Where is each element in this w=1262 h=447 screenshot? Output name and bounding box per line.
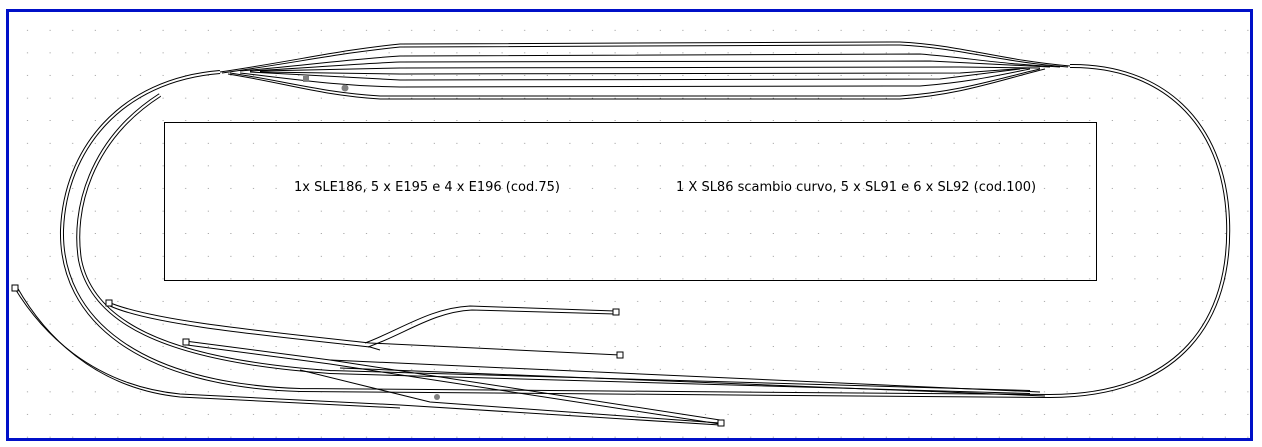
- module-label-right: 1 X SL86 scambio curvo, 5 x SL91 e 6 x S…: [676, 180, 1037, 195]
- grid-dots: [9, 12, 1250, 438]
- main-loop-track[interactable]: [59, 63, 1231, 399]
- module-board[interactable]: [164, 122, 1097, 281]
- module-label-left: 1x SLE186, 5 x E195 e 4 x E196 (cod.75): [294, 180, 560, 195]
- top-yard-fan[interactable]: [219, 41, 1071, 100]
- track-end-buffers[interactable]: [11, 284, 725, 427]
- turnout-markers: [303, 76, 440, 400]
- bottom-sidings[interactable]: [13, 286, 1046, 426]
- frame-border: [6, 9, 1253, 441]
